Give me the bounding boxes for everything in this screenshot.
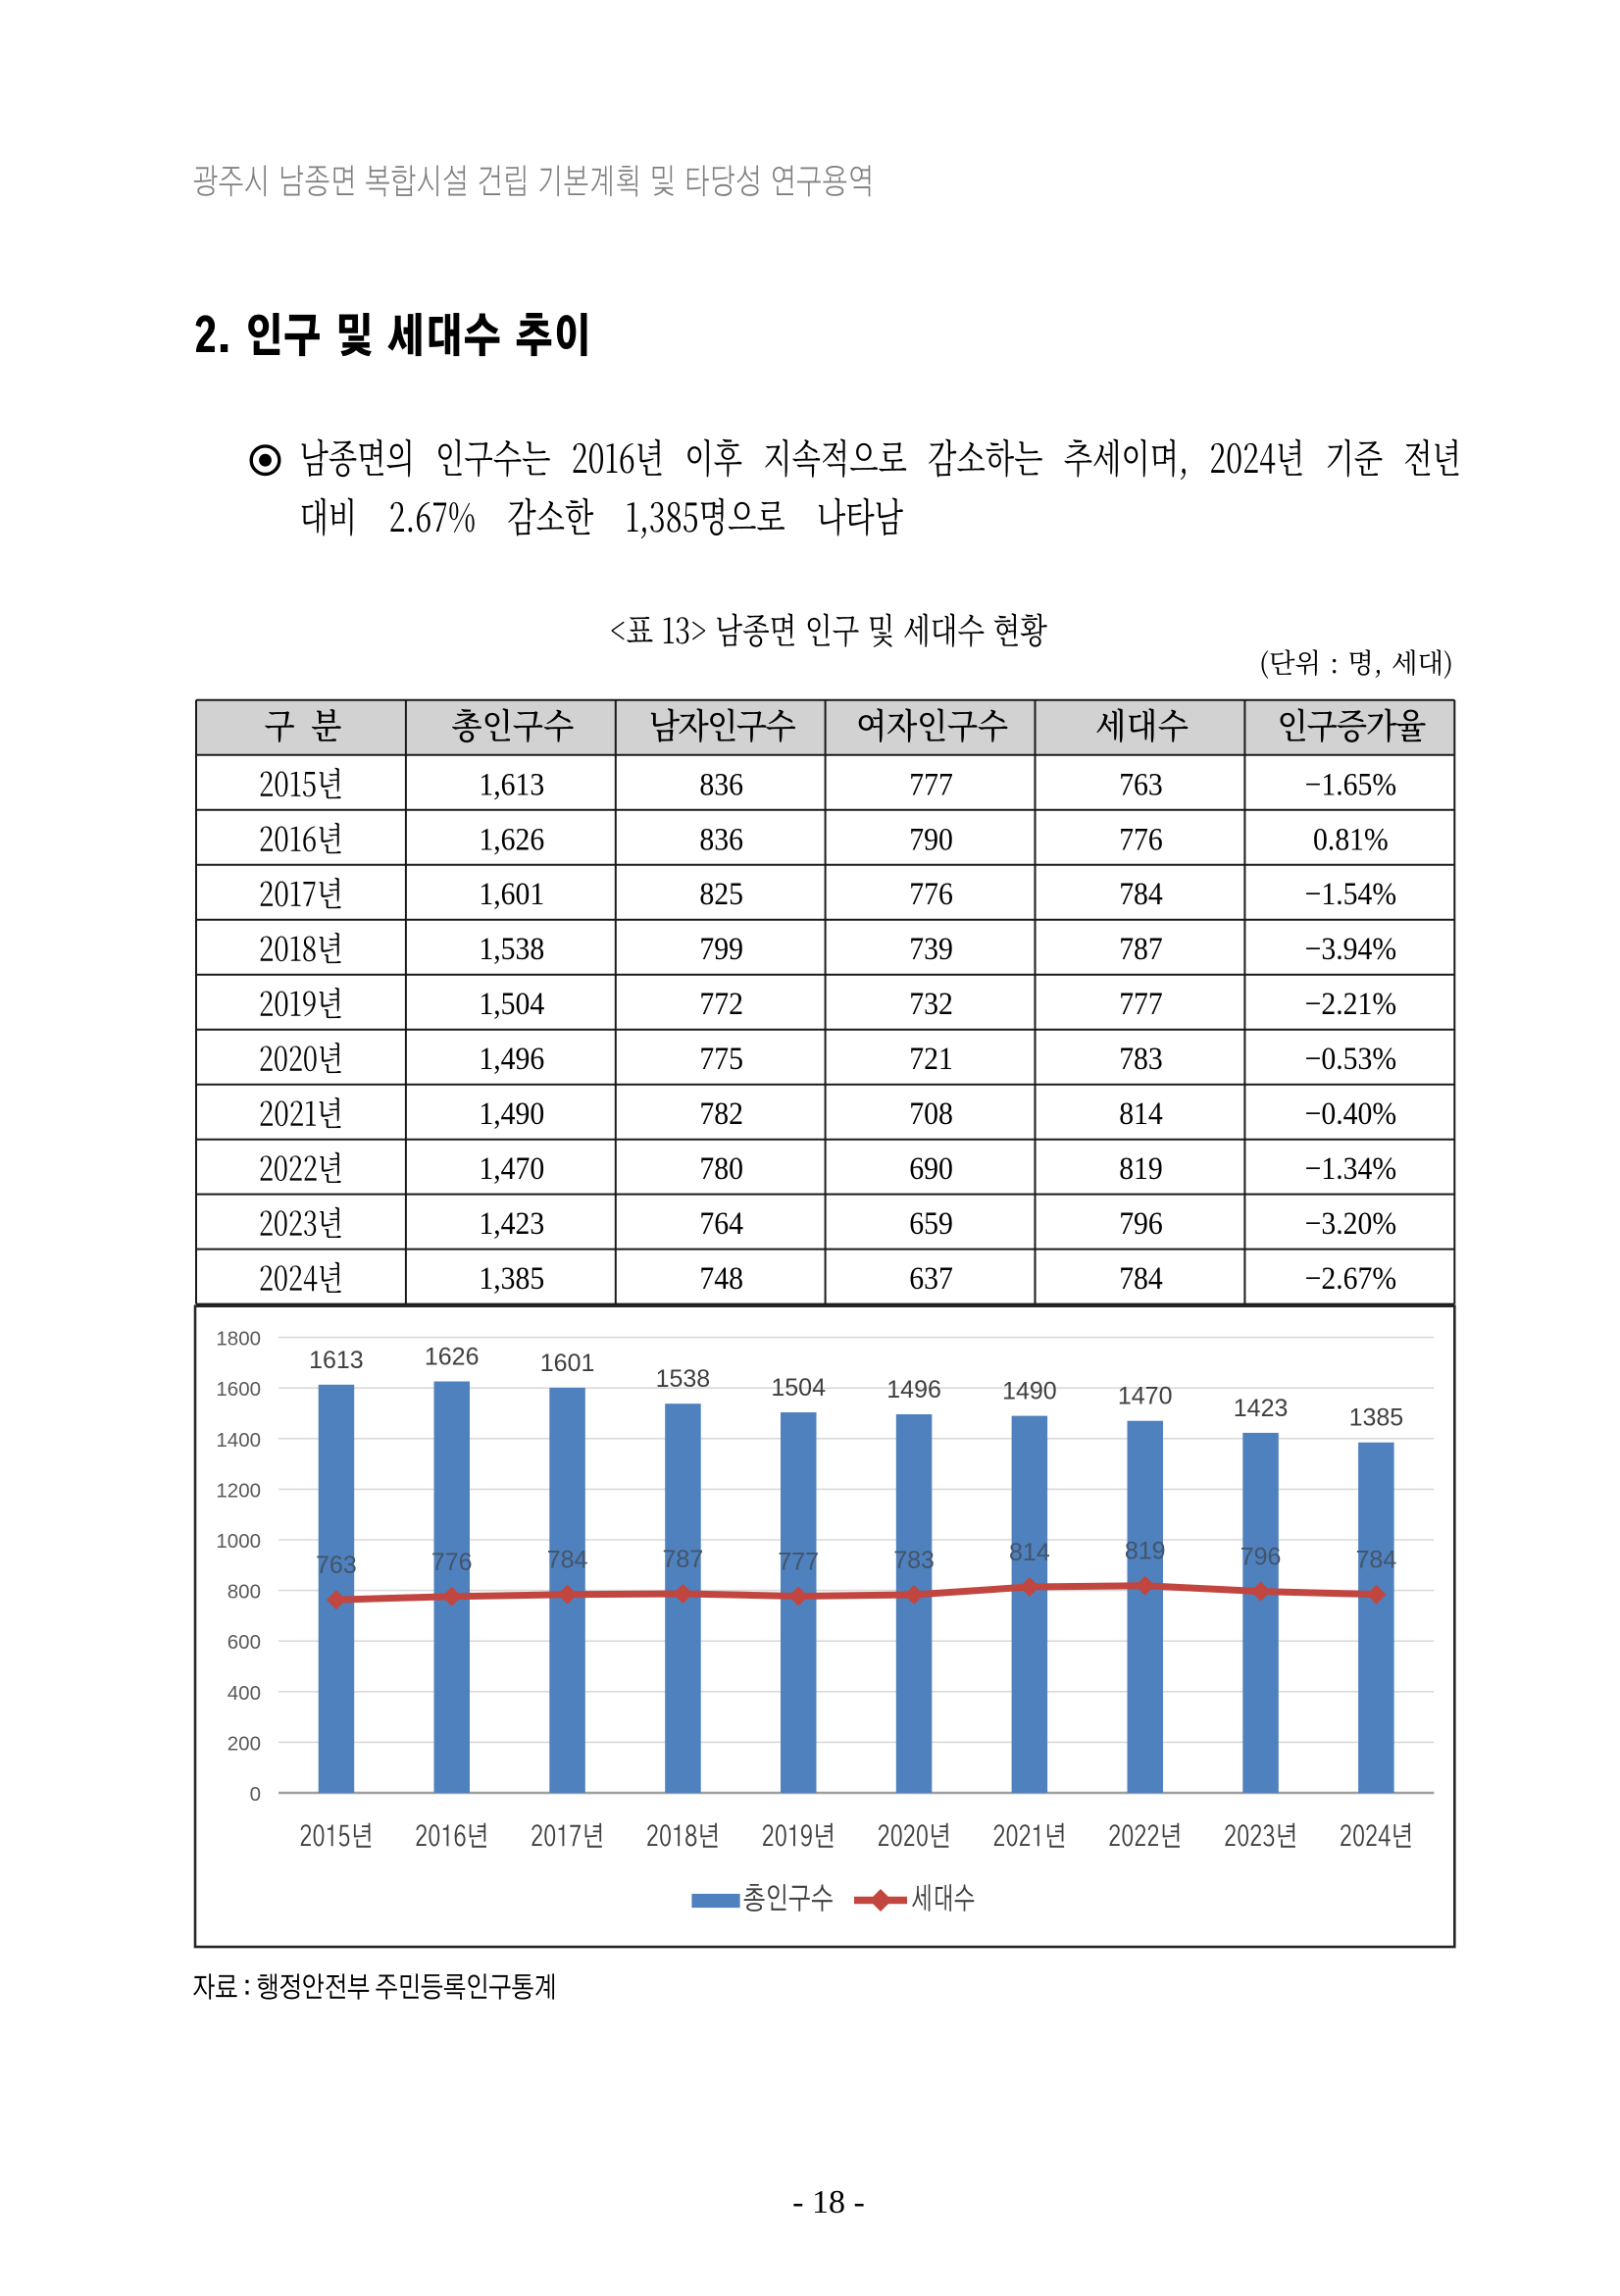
svg-text:0: 0 xyxy=(250,1783,261,1806)
svg-text:−0.53%: −0.53% xyxy=(1305,1042,1397,1077)
svg-text:1613: 1613 xyxy=(309,1347,364,1374)
svg-text:784: 784 xyxy=(1119,877,1163,912)
svg-text:1200: 1200 xyxy=(216,1479,261,1502)
svg-text:0.81%: 0.81% xyxy=(1313,822,1389,857)
svg-text:1,601: 1,601 xyxy=(479,877,544,912)
svg-text:−3.20%: −3.20% xyxy=(1305,1206,1397,1242)
svg-text:772: 772 xyxy=(699,987,743,1022)
svg-text:819: 819 xyxy=(1125,1538,1166,1565)
svg-text:776: 776 xyxy=(909,877,953,912)
svg-text:1800: 1800 xyxy=(216,1328,261,1351)
svg-text:200: 200 xyxy=(228,1732,261,1755)
svg-text:796: 796 xyxy=(1240,1544,1282,1571)
svg-text:763: 763 xyxy=(316,1552,357,1579)
svg-text:836: 836 xyxy=(699,822,743,857)
svg-text:708: 708 xyxy=(909,1097,953,1132)
svg-text:1,385: 1,385 xyxy=(479,1261,544,1297)
svg-text:777: 777 xyxy=(778,1549,819,1576)
svg-text:−2.67%: −2.67% xyxy=(1305,1261,1397,1297)
svg-text:784: 784 xyxy=(1119,1261,1163,1297)
svg-text:−1.65%: −1.65% xyxy=(1305,767,1397,802)
svg-text:784: 784 xyxy=(547,1547,588,1574)
svg-text:1385: 1385 xyxy=(1349,1404,1404,1432)
svg-text:1,470: 1,470 xyxy=(479,1151,544,1187)
svg-text:777: 777 xyxy=(909,767,953,802)
svg-text:782: 782 xyxy=(699,1097,743,1132)
svg-text:1600: 1600 xyxy=(216,1378,261,1401)
svg-text:−1.34%: −1.34% xyxy=(1305,1151,1397,1187)
svg-text:637: 637 xyxy=(909,1261,953,1297)
svg-text:1,496: 1,496 xyxy=(479,1042,544,1077)
svg-text:790: 790 xyxy=(909,822,953,857)
svg-text:1496: 1496 xyxy=(886,1376,941,1403)
svg-text:−2.21%: −2.21% xyxy=(1305,987,1397,1022)
svg-text:1504: 1504 xyxy=(771,1374,826,1402)
svg-text:784: 784 xyxy=(1356,1547,1397,1574)
svg-text:783: 783 xyxy=(893,1547,935,1574)
svg-text:1,626: 1,626 xyxy=(479,822,544,857)
svg-text:748: 748 xyxy=(699,1261,743,1297)
svg-text:796: 796 xyxy=(1119,1206,1163,1242)
svg-text:- 18 -: - 18 - xyxy=(792,2184,865,2220)
svg-text:814: 814 xyxy=(1119,1097,1163,1132)
svg-text:799: 799 xyxy=(699,932,743,967)
svg-text:1490: 1490 xyxy=(1002,1378,1057,1405)
svg-text:787: 787 xyxy=(1119,932,1163,967)
svg-text:1423: 1423 xyxy=(1234,1395,1289,1422)
svg-text:1,538: 1,538 xyxy=(479,932,544,967)
svg-text:1601: 1601 xyxy=(540,1350,595,1377)
svg-text:776: 776 xyxy=(1119,822,1163,857)
svg-text:739: 739 xyxy=(909,932,953,967)
svg-text:1000: 1000 xyxy=(216,1530,261,1553)
svg-text:775: 775 xyxy=(699,1042,743,1077)
svg-text:783: 783 xyxy=(1119,1042,1163,1077)
svg-text:764: 764 xyxy=(699,1206,743,1242)
svg-text:836: 836 xyxy=(699,767,743,802)
svg-text:400: 400 xyxy=(228,1682,261,1705)
svg-text:732: 732 xyxy=(909,987,953,1022)
svg-text:1626: 1626 xyxy=(425,1344,480,1371)
svg-text:1400: 1400 xyxy=(216,1429,261,1452)
svg-text:780: 780 xyxy=(699,1151,743,1187)
svg-text:777: 777 xyxy=(1119,987,1163,1022)
svg-text:819: 819 xyxy=(1119,1151,1163,1187)
svg-text:600: 600 xyxy=(228,1631,261,1654)
svg-text:659: 659 xyxy=(909,1206,953,1242)
svg-text:1,490: 1,490 xyxy=(479,1097,544,1132)
svg-text:1538: 1538 xyxy=(656,1365,711,1393)
svg-text:763: 763 xyxy=(1119,767,1163,802)
svg-text:800: 800 xyxy=(228,1581,261,1604)
svg-text:−0.40%: −0.40% xyxy=(1305,1097,1397,1132)
svg-text:−1.54%: −1.54% xyxy=(1305,877,1397,912)
svg-text:1,504: 1,504 xyxy=(479,987,544,1022)
svg-text:787: 787 xyxy=(663,1546,704,1573)
svg-text:1,613: 1,613 xyxy=(479,767,544,802)
svg-text:−3.94%: −3.94% xyxy=(1305,932,1397,967)
svg-text:1470: 1470 xyxy=(1118,1383,1173,1410)
svg-text:690: 690 xyxy=(909,1151,953,1187)
svg-text:721: 721 xyxy=(909,1042,953,1077)
svg-text:1,423: 1,423 xyxy=(479,1206,544,1242)
svg-text:825: 825 xyxy=(699,877,743,912)
svg-text:814: 814 xyxy=(1009,1539,1050,1566)
svg-text:776: 776 xyxy=(431,1549,473,1576)
